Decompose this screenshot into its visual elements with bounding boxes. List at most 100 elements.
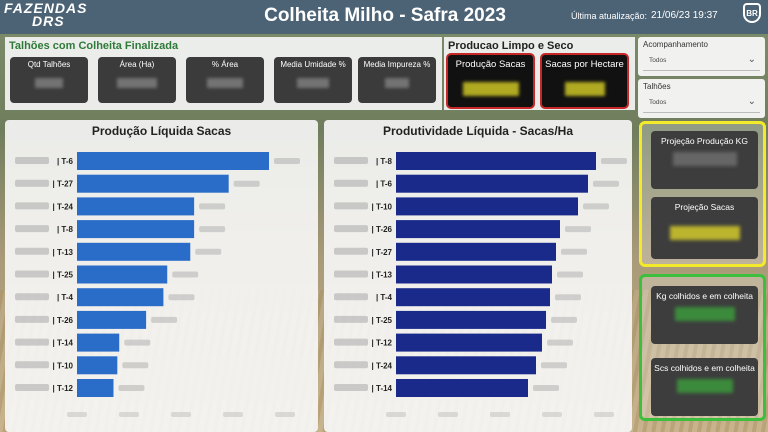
category-label: | T-14 [372, 384, 393, 393]
bar [396, 288, 550, 307]
kpi-label: Media Umidade % [280, 60, 346, 69]
card-value-redacted [669, 226, 740, 240]
data-label-redacted [561, 248, 587, 255]
kpi-value-redacted [564, 82, 605, 96]
data-label-redacted [541, 362, 567, 369]
category-name-redacted [334, 247, 368, 255]
category-name-redacted [15, 361, 49, 369]
logo-line2: DRS [32, 13, 65, 29]
card-value-redacted [674, 307, 735, 321]
category-name-redacted [15, 225, 49, 233]
kpi-media-umidade: Media Umidade % [274, 57, 352, 103]
data-label-redacted [547, 339, 573, 346]
category-label: | T-12 [372, 339, 393, 348]
card-value-redacted [676, 379, 733, 393]
category-name-redacted [15, 157, 49, 164]
bar [77, 288, 164, 307]
page-title: Colheita Milho - Safra 2023 [264, 5, 506, 26]
bar [396, 174, 588, 193]
data-label-redacted [168, 294, 195, 301]
data-label-redacted [601, 158, 627, 164]
category-name-redacted [334, 157, 368, 164]
bar [396, 242, 556, 261]
category-label: | T-26 [372, 225, 393, 234]
kpi-producao-sacas: Produção Sacas [446, 53, 535, 109]
filter-acompanhamento: Acompanhamento Todos ⌄ [638, 37, 765, 76]
card-label: Projeção Produção KG [661, 136, 748, 146]
last-update-label: Última atualização: [571, 11, 648, 21]
bar [77, 265, 168, 284]
category-label: | T-27 [372, 248, 393, 257]
data-label-redacted [557, 271, 583, 278]
last-update-value: 21/06/23 19:37 [651, 10, 718, 21]
card-label: Scs colhidos e em colheita [654, 363, 755, 373]
kpi-value-redacted [35, 78, 63, 88]
x-tick-label-redacted [594, 412, 614, 417]
data-label-redacted [551, 316, 577, 323]
data-label-redacted [233, 180, 260, 187]
kpi-value-redacted [385, 78, 409, 88]
bar [77, 379, 114, 397]
category-name-redacted [15, 315, 49, 323]
category-name-redacted [334, 179, 368, 187]
x-tick-label-redacted [223, 412, 243, 417]
kpi-qtd-talhoes: Qtd Talhões [10, 57, 88, 103]
bar [77, 197, 195, 216]
bar [77, 220, 195, 239]
category-label: | T-24 [372, 361, 393, 370]
data-label-redacted [533, 385, 559, 391]
data-label-redacted [151, 316, 178, 323]
chart-title: Produtividade Líquida - Sacas/Ha [382, 124, 574, 138]
bar [396, 310, 546, 329]
kpi-label: Área (Ha) [119, 60, 155, 69]
talhoes-select[interactable]: Todos ⌄ [643, 95, 760, 113]
card-value-redacted [672, 152, 737, 166]
data-label-redacted [274, 158, 300, 164]
bar [77, 310, 147, 329]
bar [77, 356, 118, 375]
data-label-redacted [199, 203, 226, 210]
bar [77, 152, 269, 170]
category-label: | T-13 [53, 248, 74, 257]
category-label: | T-6 [376, 180, 393, 189]
card-label: Projeção Sacas [674, 202, 735, 212]
projections-panel: Projeção Produção KG Projeção Sacas [639, 121, 766, 267]
bar [396, 197, 578, 216]
filter-label: Talhões [643, 82, 671, 91]
category-name-redacted [15, 384, 49, 391]
logo: FAZENDAS DRS [4, 1, 87, 29]
chevron-down-icon: ⌄ [747, 96, 756, 107]
projection-sacas-card: Projeção Sacas [651, 197, 758, 259]
kpi-value-redacted [207, 78, 243, 88]
category-label: | T-4 [57, 293, 74, 302]
bar [396, 379, 528, 397]
category-label: | T-4 [376, 293, 393, 302]
x-tick-label-redacted [119, 412, 139, 417]
kpi-label: Qtd Talhões [27, 60, 71, 69]
category-label: | T-10 [372, 202, 393, 211]
harvested-plots-panel: Talhões com Colheita Finalizada Qtd Talh… [5, 37, 442, 110]
category-name-redacted [15, 179, 49, 187]
category-name-redacted [15, 338, 49, 346]
category-name-redacted [15, 270, 49, 278]
data-label-redacted [195, 248, 222, 255]
category-label: | T-6 [57, 157, 74, 166]
acompanhamento-select[interactable]: Todos ⌄ [643, 53, 760, 71]
kpi-label: % Área [211, 60, 239, 69]
x-tick-label-redacted [67, 412, 87, 417]
bar [396, 152, 596, 170]
card-label: Kg colhidos e em colheita [656, 291, 753, 301]
kg-colhidos-card: Kg colhidos e em colheita [651, 286, 758, 344]
data-label-redacted [555, 294, 581, 301]
category-label: | T-24 [53, 202, 74, 211]
data-label-redacted [118, 385, 145, 391]
category-label: | T-8 [57, 225, 74, 234]
chart-title: Produção Líquida Sacas [91, 124, 232, 138]
chart-produtividade-liquida: Produtividade Líquida - Sacas/Ha | T-8 | … [324, 120, 632, 432]
data-label-redacted [124, 339, 151, 346]
x-tick-label-redacted [386, 412, 406, 417]
data-label-redacted [172, 271, 199, 278]
x-tick-label-redacted [438, 412, 458, 417]
category-label: | T-8 [376, 157, 393, 166]
data-label-redacted [122, 362, 149, 369]
